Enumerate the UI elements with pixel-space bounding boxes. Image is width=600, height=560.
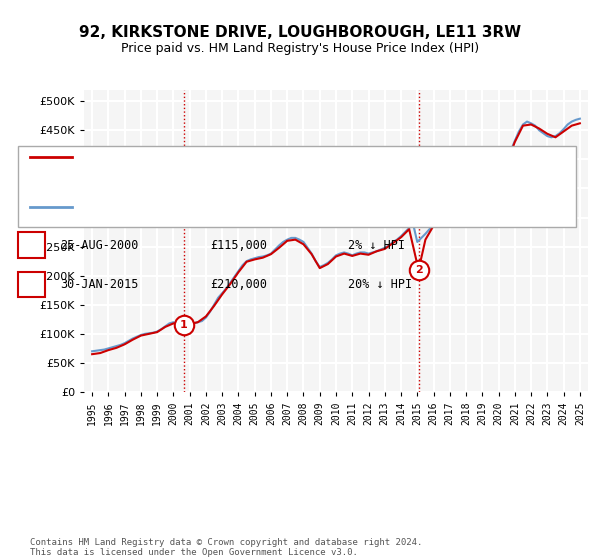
Text: Price paid vs. HM Land Registry's House Price Index (HPI): Price paid vs. HM Land Registry's House … bbox=[121, 42, 479, 55]
Text: 92, KIRKSTONE DRIVE, LOUGHBOROUGH, LE11 3RW: 92, KIRKSTONE DRIVE, LOUGHBOROUGH, LE11 … bbox=[79, 25, 521, 40]
Text: 2: 2 bbox=[28, 278, 35, 291]
Text: 2: 2 bbox=[415, 265, 422, 275]
Text: 25-AUG-2000: 25-AUG-2000 bbox=[60, 239, 139, 252]
Text: £115,000: £115,000 bbox=[210, 239, 267, 252]
Text: 1: 1 bbox=[180, 320, 188, 330]
Text: 1: 1 bbox=[28, 239, 35, 252]
Text: 20% ↓ HPI: 20% ↓ HPI bbox=[348, 278, 412, 291]
Text: £210,000: £210,000 bbox=[210, 278, 267, 291]
Text: Contains HM Land Registry data © Crown copyright and database right 2024.
This d: Contains HM Land Registry data © Crown c… bbox=[30, 538, 422, 557]
Text: 2% ↓ HPI: 2% ↓ HPI bbox=[348, 239, 405, 252]
Text: 92, KIRKSTONE DRIVE, LOUGHBOROUGH, LE11 3RW (detached house): 92, KIRKSTONE DRIVE, LOUGHBOROUGH, LE11 … bbox=[84, 153, 459, 163]
Text: HPI: Average price, detached house, Charnwood: HPI: Average price, detached house, Char… bbox=[84, 203, 365, 213]
Text: 30-JAN-2015: 30-JAN-2015 bbox=[60, 278, 139, 291]
